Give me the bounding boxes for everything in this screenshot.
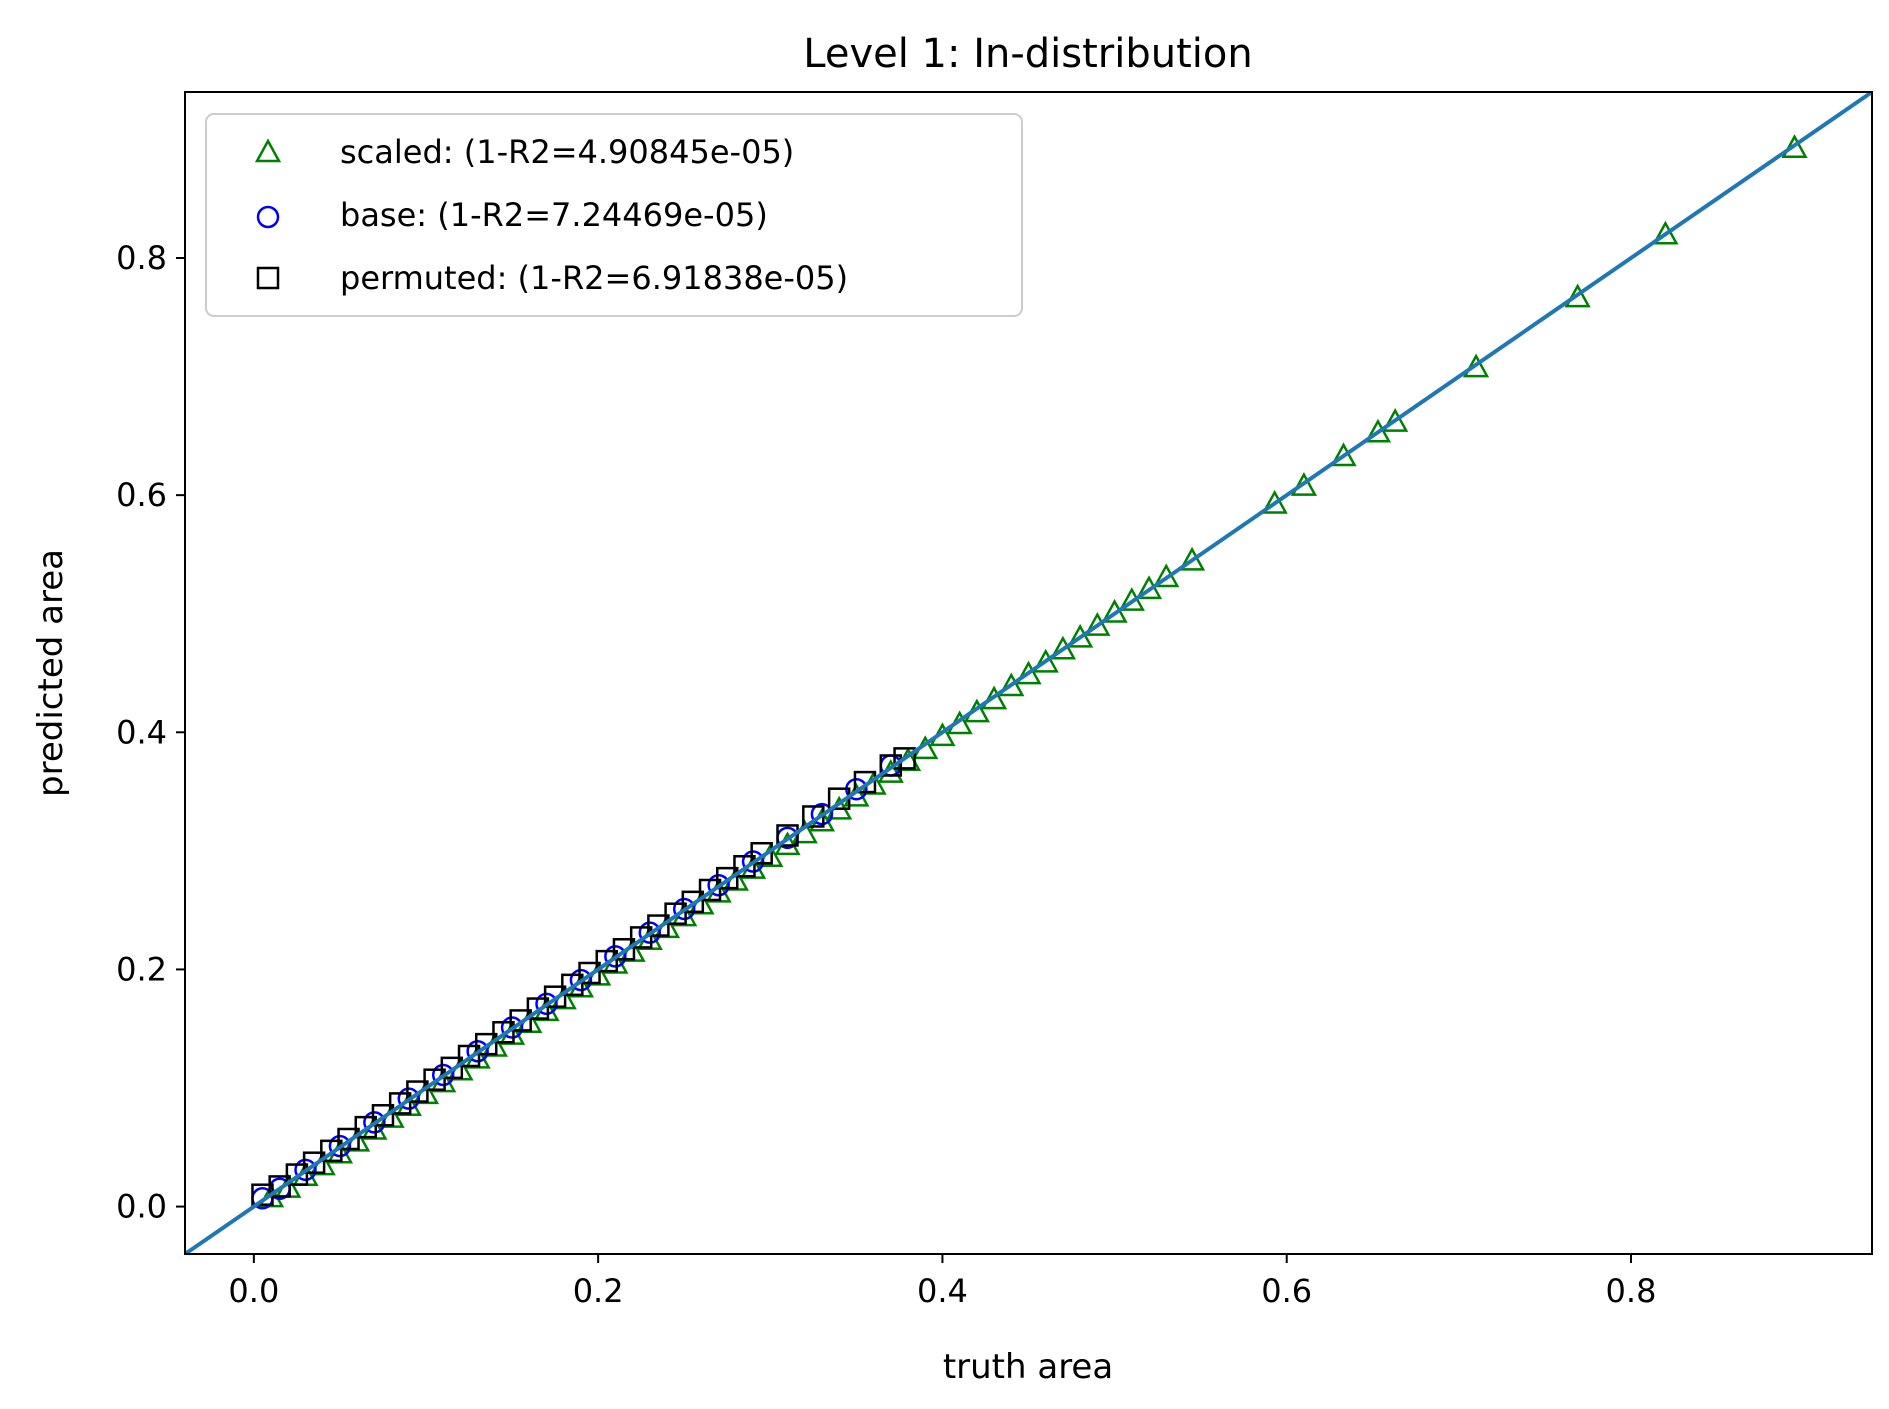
- triangle-point: [1330, 442, 1357, 467]
- square-point: [268, 1175, 291, 1198]
- square-point: [354, 1115, 377, 1139]
- circle-point: [672, 897, 696, 921]
- triangle-point: [1084, 611, 1111, 636]
- y-tick-label: 0.0: [116, 1188, 167, 1226]
- x-tick-label: 0.4: [917, 1272, 968, 1310]
- x-tick-label: 0.0: [228, 1272, 279, 1310]
- x-tick-label: 0.2: [573, 1272, 624, 1310]
- square-point: [893, 747, 916, 770]
- square-point: [371, 1104, 395, 1127]
- y-tick-label: 0.4: [116, 713, 167, 751]
- x-tick-label: 0.6: [1261, 1272, 1312, 1310]
- circle-point: [500, 1016, 524, 1039]
- square-point: [337, 1127, 360, 1151]
- x-axis: 0.0 0.2 0.4 0.6 0.8: [228, 1254, 1656, 1310]
- square-point: [716, 866, 739, 890]
- legend-label-scaled: scaled: (1-R2=4.90845e-05): [340, 133, 794, 171]
- legend-box: [205, 113, 1023, 317]
- triangle-point: [998, 672, 1025, 697]
- legend-triangle-marker: [254, 138, 282, 163]
- square-point: [406, 1080, 429, 1103]
- circle-point: [466, 1039, 489, 1063]
- circle-point: [363, 1111, 386, 1134]
- legend-square-marker: [256, 266, 280, 290]
- circle-point: [741, 850, 765, 873]
- y-tick-label: 0.8: [116, 239, 167, 277]
- circle-point: [604, 945, 627, 968]
- circle-point: [397, 1087, 421, 1110]
- series-square: [251, 747, 916, 1206]
- circle-point: [707, 873, 730, 897]
- triangle-point: [1178, 546, 1206, 571]
- legend-circle-marker: [256, 205, 280, 229]
- circle-point: [535, 992, 558, 1016]
- triangle-point: [1261, 489, 1288, 514]
- square-point: [595, 949, 618, 973]
- triangle-point: [1067, 623, 1094, 648]
- legend-entry-scaled: scaled: (1-R2=4.90845e-05): [254, 133, 794, 171]
- circle-point: [294, 1158, 317, 1182]
- square-point: [526, 997, 550, 1020]
- square-point: [457, 1044, 481, 1068]
- square-point: [776, 824, 799, 847]
- square-point: [492, 1021, 515, 1044]
- triangle-point: [1032, 648, 1059, 673]
- triangle-point: [1015, 660, 1042, 685]
- circle-point: [810, 802, 834, 826]
- square-point: [285, 1163, 309, 1186]
- square-point: [629, 926, 653, 949]
- square-point: [612, 938, 636, 961]
- square-point: [664, 902, 687, 925]
- square-point: [733, 855, 756, 878]
- triangle-point: [1049, 635, 1077, 660]
- square-point: [302, 1151, 326, 1174]
- square-point: [879, 754, 903, 777]
- plot-frame: [184, 91, 1873, 1255]
- legend-label-base: base: (1-R2=7.24469e-05): [340, 196, 768, 234]
- square-point: [475, 1032, 498, 1056]
- y-axis-title: predicted area: [31, 549, 71, 797]
- y-axis: 0.0 0.2 0.4 0.6 0.8: [116, 239, 185, 1226]
- square-point: [509, 1009, 532, 1032]
- square-point: [647, 914, 670, 937]
- square-point: [440, 1056, 464, 1080]
- circle-point: [328, 1134, 352, 1158]
- chart-title: Level 1: In-distribution: [803, 31, 1252, 77]
- legend-entry-permuted: permuted: (1-R2=6.91838e-05): [256, 259, 848, 297]
- triangle-point: [1382, 408, 1409, 432]
- square-point: [423, 1068, 446, 1091]
- square-point: [561, 973, 584, 997]
- circle-point: [569, 968, 593, 992]
- y-tick-label: 0.2: [116, 950, 167, 988]
- square-point: [578, 961, 601, 985]
- circle-point: [638, 921, 662, 944]
- square-point: [698, 878, 722, 902]
- square-point: [388, 1092, 412, 1115]
- points-layer: [251, 134, 1808, 1210]
- x-axis-title: truth area: [943, 1347, 1113, 1387]
- reference-line: [185, 92, 1872, 1254]
- circle-point: [431, 1063, 455, 1087]
- legend-label-permuted: permuted: (1-R2=6.91838e-05): [340, 259, 848, 297]
- square-point: [681, 890, 705, 914]
- square-point: [750, 841, 773, 865]
- square-point: [853, 770, 877, 794]
- legend: scaled: (1-R2=4.90845e-05) base: (1-R2=7…: [205, 113, 1023, 317]
- legend-entry-base: base: (1-R2=7.24469e-05): [256, 196, 768, 234]
- triangle-point: [1652, 220, 1679, 245]
- x-tick-label: 0.8: [1606, 1272, 1657, 1310]
- square-point: [320, 1139, 343, 1163]
- square-point: [543, 985, 567, 1008]
- y-tick-label: 0.6: [116, 476, 167, 514]
